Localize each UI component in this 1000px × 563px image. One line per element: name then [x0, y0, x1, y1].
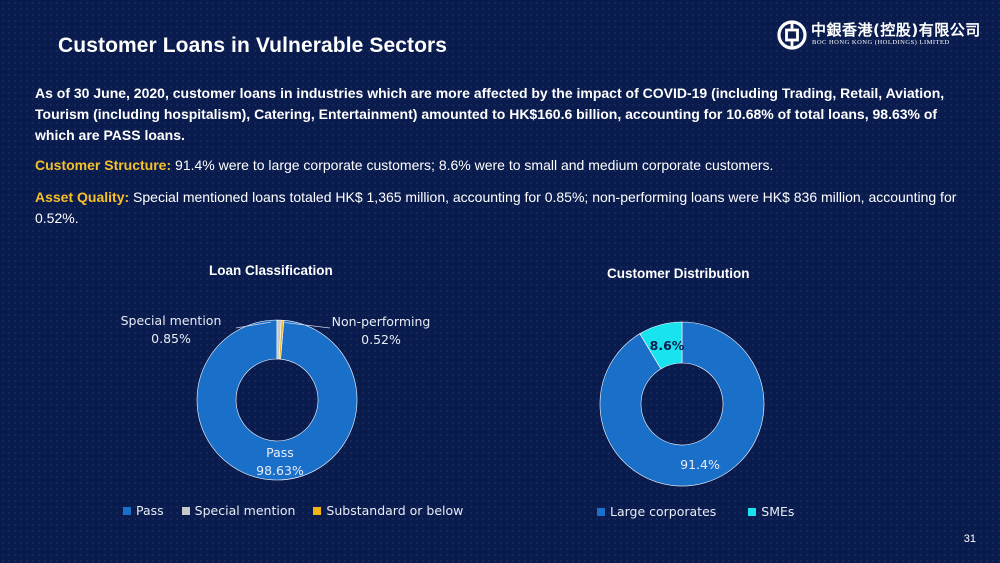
legend-swatch: [748, 507, 757, 516]
legend-item-substandard: Substandard or below: [313, 503, 463, 518]
slice-pass: [196, 319, 358, 481]
special-mention-name: Special mention: [120, 313, 222, 328]
customer-structure-label: Customer Structure:: [35, 157, 172, 173]
pass-name: Pass: [266, 445, 294, 460]
smes-data-label: 8.6%: [649, 338, 685, 353]
legend-label: Large corporates: [610, 504, 717, 519]
loan-classification-legend: Pass Special mention Substandard or belo…: [123, 503, 481, 518]
legend-item-pass: Pass: [123, 503, 164, 518]
asset-quality-text: Special mentioned loans totaled HK$ 1,36…: [35, 189, 957, 226]
page-number: 31: [963, 533, 976, 545]
non-performing-leader-line: [279, 321, 331, 329]
logo-name-en: BOC HONG KONG (HOLDINGS) LIMITED: [812, 39, 950, 46]
boc-logo-icon: [777, 20, 807, 50]
company-logo: 中銀香港(控股)有限公司 BOC HONG KONG (HOLDINGS) LI…: [777, 18, 980, 52]
legend-swatch: [181, 506, 190, 515]
special-mention-annotation: Special mention 0.85%: [118, 312, 224, 348]
intro-paragraph: As of 30 June, 2020, customer loans in i…: [35, 85, 945, 143]
pass-value: 98.63%: [256, 463, 304, 478]
customer-structure-paragraph: Customer Structure: 91.4% were to large …: [35, 155, 970, 176]
customer-structure-text: 91.4% were to large corporate customers;…: [171, 157, 774, 173]
legend-label: Pass: [136, 503, 164, 518]
legend-swatch: [313, 506, 322, 515]
non-performing-annotation: Non-performing 0.52%: [328, 313, 434, 349]
special-mention-value: 0.85%: [151, 331, 191, 346]
special-mention-leader-line: [235, 321, 272, 329]
non-performing-value: 0.52%: [361, 332, 401, 347]
customer-distribution-title: Customer Distribution: [607, 266, 750, 281]
non-performing-name: Non-performing: [331, 314, 431, 329]
large-corporates-data-label: 91.4%: [680, 457, 720, 472]
slice-substandard-or-below: [278, 319, 285, 360]
legend-label: Special mention: [194, 503, 296, 518]
legend-swatch: [123, 506, 131, 515]
asset-quality-label: Asset Quality:: [35, 189, 130, 205]
asset-quality-paragraph: Asset Quality: Special mentioned loans t…: [35, 187, 970, 229]
legend-item-special-mention: Special mention: [181, 503, 296, 518]
customer-distribution-legend: Large corporates SMEs: [597, 504, 812, 519]
legend-label: SMEs: [761, 504, 795, 519]
legend-item-smes: SMEs: [748, 504, 794, 519]
logo-name-cn: 中銀香港(控股)有限公司: [811, 21, 981, 39]
slice-large-corporates: [599, 321, 765, 487]
legend-label: Substandard or below: [326, 503, 464, 518]
legend-swatch: [597, 507, 605, 516]
loan-classification-title: Loan Classification: [209, 263, 333, 278]
pass-annotation: Pass 98.63%: [240, 444, 320, 480]
slice-smes: [639, 321, 683, 370]
legend-item-large-corporates: Large corporates: [597, 504, 716, 519]
page-title: Customer Loans in Vulnerable Sectors: [58, 34, 448, 57]
